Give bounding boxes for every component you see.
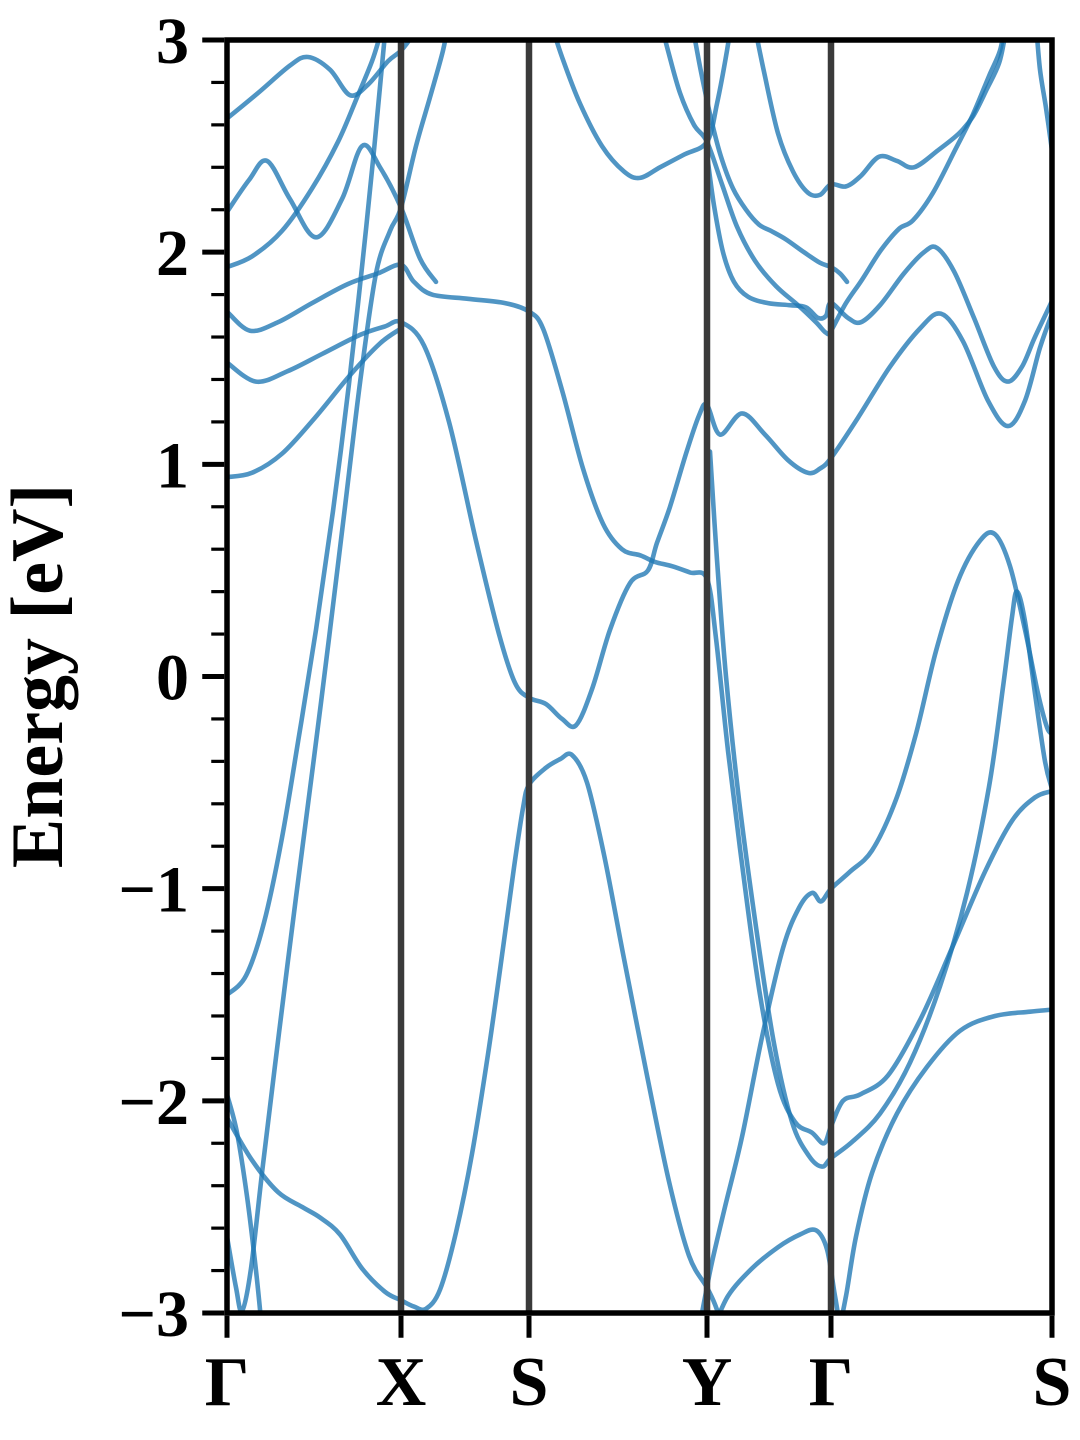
axes-frame-layer	[224, 37, 1055, 1316]
y-tick-label--2: −2	[118, 1066, 189, 1139]
band-line-valence-staircase-X-riser-S	[224, 751, 722, 1316]
plot-frame	[224, 37, 1055, 1316]
kpoint-label-4-Γ: Γ	[809, 1344, 854, 1421]
band-line-cond-min-Gamma	[224, 326, 404, 480]
y-tick-label-0: 0	[156, 642, 189, 715]
y-tick-label-3: 3	[156, 5, 189, 78]
band-line-steep-riser-B	[224, 37, 449, 1314]
y-tick-label--1: −1	[118, 854, 189, 927]
band-line-valence-P2-inner-peak	[707, 449, 1055, 1169]
y-tick-label-1: 1	[156, 429, 189, 502]
kpoint-label-0-Γ: Γ	[205, 1344, 250, 1421]
band-line-steep-riser-A	[224, 37, 387, 998]
y-tick-label-2: 2	[156, 217, 189, 290]
band-line-cond-descent-YG-upper	[692, 37, 850, 285]
axis-ticks-layer	[202, 37, 1055, 1338]
band-line-cond-plateau-YG-wiggle-GS	[704, 152, 1055, 384]
band-line-band-flat-X-S-shelf-P1	[224, 262, 1055, 1146]
kpoint-label-2-S: S	[510, 1344, 549, 1421]
kpoint-label-1-X: X	[376, 1344, 427, 1421]
y-tick-label--3: −3	[118, 1278, 189, 1351]
kpoint-label-3-Y: Y	[682, 1344, 733, 1421]
band-lines-layer	[224, 37, 1055, 1316]
band-line-cond-Wmin-Gamma	[754, 37, 1007, 199]
band-line-cond-bump-GX	[224, 142, 439, 285]
kpoint-label-5-S: S	[1033, 1344, 1072, 1421]
band-line-band-gap-upper-S-hump-Y	[224, 311, 1055, 730]
y-axis-title: Energy [eV]	[0, 484, 79, 868]
band-line-cond-SY-dip	[553, 37, 732, 181]
band-line-valence-bottom-notch-Gamma	[716, 1007, 1055, 1316]
band-line-cond-top-GX	[224, 37, 414, 121]
band-line-valence-dive-Gamma	[224, 1092, 263, 1316]
high-symmetry-vlines-layer	[397, 40, 835, 1313]
band-line-valence-riser-Y-Gamma-peak-S	[699, 530, 1055, 1316]
